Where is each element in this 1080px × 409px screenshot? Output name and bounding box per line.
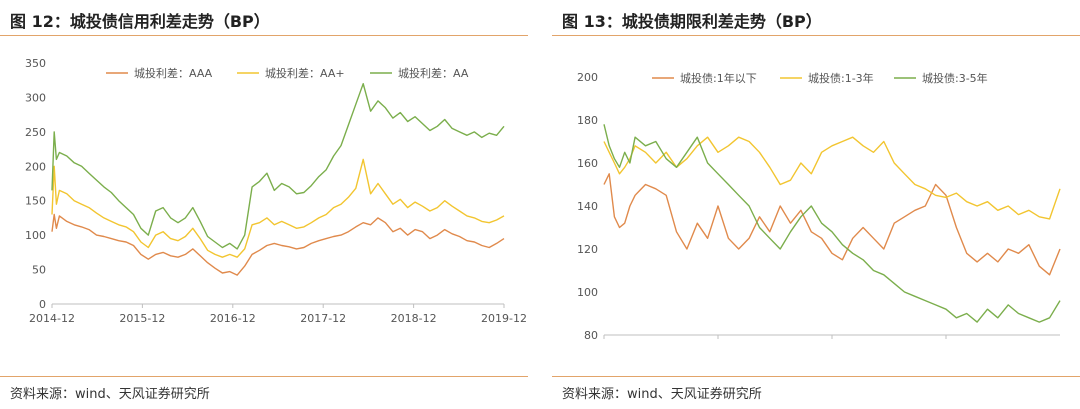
figure-title: 图 12：城投债信用利差走势（BP） bbox=[10, 12, 270, 31]
y-tick-label: 100 bbox=[25, 229, 46, 242]
legend-label: 城投债:1年以下 bbox=[680, 71, 757, 85]
y-tick-label: 300 bbox=[25, 91, 46, 104]
y-tick-label: 200 bbox=[577, 71, 598, 84]
title-rule bbox=[552, 35, 1080, 36]
x-tick-label: 2016-12 bbox=[210, 312, 256, 325]
y-tick-label: 0 bbox=[39, 298, 46, 311]
series-line-2 bbox=[51, 158, 505, 258]
y-tick-label: 120 bbox=[577, 243, 598, 256]
y-tick-label: 160 bbox=[577, 157, 598, 170]
y-tick-label: 140 bbox=[577, 200, 598, 213]
y-tick-label: 50 bbox=[32, 264, 46, 277]
series-line-2 bbox=[603, 136, 1061, 220]
legend-label: 城投债:3-5年 bbox=[922, 71, 988, 85]
series-line-1 bbox=[603, 173, 1061, 276]
title-rule bbox=[0, 35, 528, 36]
x-tick-label: 2015-12 bbox=[119, 312, 165, 325]
y-tick-label: 180 bbox=[577, 114, 598, 127]
legend-label: 城投利差：AAA bbox=[134, 66, 213, 80]
y-tick-label: 200 bbox=[25, 160, 46, 173]
chart-panel-credit-spread: 图 12：城投债信用利差走势（BP） 0 50 100 150 200 250 300 350… bbox=[0, 0, 528, 409]
source-note: 资料来源：wind、天风证券研究所 bbox=[10, 387, 210, 402]
x-tick-label: 2018-12 bbox=[391, 312, 437, 325]
legend-label: 城投利差：AA+ bbox=[265, 66, 345, 80]
y-tick-label: 250 bbox=[25, 126, 46, 139]
x-tick-label: 2017-12 bbox=[300, 312, 346, 325]
source-note: 资料来源：wind、天风证券研究所 bbox=[562, 387, 762, 402]
y-tick-label: 100 bbox=[577, 286, 598, 299]
legend-label: 城投利差：AA bbox=[398, 66, 469, 80]
x-tick-label: 2019-12 bbox=[481, 312, 527, 325]
source-rule bbox=[0, 376, 528, 377]
y-tick-label: 150 bbox=[25, 195, 46, 208]
series-line-3 bbox=[51, 83, 505, 250]
y-tick-label: 80 bbox=[584, 329, 598, 340]
x-tick-label: 2014-12 bbox=[29, 312, 75, 325]
source-rule bbox=[552, 376, 1080, 377]
legend-label: 城投债:1-3年 bbox=[808, 71, 874, 85]
chart-panel-term-spread: 图 13：城投债期限利差走势（BP） 801001201401601802002… bbox=[552, 0, 1080, 409]
series-line-3 bbox=[603, 124, 1061, 323]
credit-spread-chart: 0 50 100 150 200 250 300 350 2014-12 2015-12 2016-… bbox=[25, 57, 527, 325]
series-line-1 bbox=[51, 213, 505, 276]
figure-title: 图 13：城投债期限利差走势（BP） bbox=[562, 12, 822, 31]
term-spread-chart: 801001201401601802002019-01-022019-04-02… bbox=[577, 71, 1061, 340]
y-tick-label: 350 bbox=[25, 57, 46, 70]
